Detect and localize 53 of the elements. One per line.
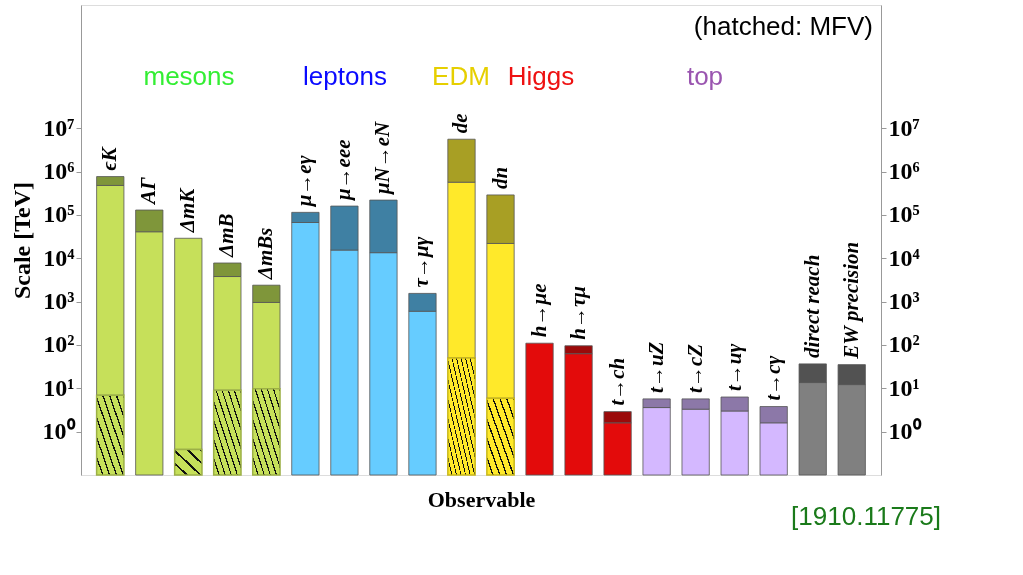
text: 10⁵ <box>888 201 920 228</box>
x-tick-label: t→cZ <box>682 343 707 393</box>
text: 10⁴ <box>888 244 920 271</box>
bar <box>95 394 125 476</box>
bar <box>212 389 242 476</box>
x-tick-label: ϵK <box>97 145 122 171</box>
y-tick-label: 10² <box>43 331 75 358</box>
text: 10² <box>888 331 920 358</box>
x-tick-label: ΔmK <box>175 186 200 234</box>
x-tick-label: EW precision <box>838 241 863 360</box>
y-tick-label: 10⁰ <box>42 418 76 445</box>
x-tick-label: μ→eee <box>331 139 356 202</box>
text: 10³ <box>888 288 920 315</box>
x-tick-label: t→cγ <box>760 355 785 401</box>
y-tick-label: 10³ <box>43 288 75 315</box>
text: 10⁷ <box>888 114 920 141</box>
bar <box>486 397 515 476</box>
text: [1910.11775] <box>791 501 941 531</box>
text: 10¹ <box>888 374 920 401</box>
x-tick-label: t→uZ <box>643 341 668 393</box>
bar <box>173 448 203 476</box>
text: 10⁰ <box>888 418 921 445</box>
x-tick-label: direct reach <box>799 254 824 358</box>
x-tick-label: μ→eγ <box>292 155 317 208</box>
x-tick-label: t→uγ <box>721 343 746 392</box>
bar <box>251 387 281 476</box>
y-tick-label: 10¹ <box>43 374 75 401</box>
y-tick-label: 10⁶ <box>43 158 75 185</box>
x-tick-label: h→μe <box>526 283 551 338</box>
x-tick-label: t→ch <box>604 357 629 406</box>
x-tick-label: μN→eN <box>370 120 395 196</box>
bar <box>447 357 476 476</box>
y-tick-label: 10⁵ <box>43 201 75 228</box>
annotation: leptons <box>303 61 387 91</box>
x-tick-label: ΔmB <box>214 213 239 258</box>
annotation: EDM <box>432 61 490 91</box>
x-tick-label: h→τμ <box>565 286 590 340</box>
annotation: Higgs <box>507 61 575 91</box>
annotation: (hatched: MFV) <box>693 11 873 41</box>
text: 10⁶ <box>888 158 920 185</box>
x-tick-label: ΔmBs <box>253 227 278 281</box>
y-tick-label: 10⁷ <box>43 114 75 141</box>
x-tick-label: de <box>448 113 473 134</box>
bar <box>525 342 554 476</box>
x-axis-title: Observable <box>427 486 536 512</box>
annotation: top <box>686 61 724 91</box>
y-axis-title: Scale [TeV] <box>8 181 35 300</box>
bar <box>174 237 203 450</box>
x-tick-label: dn <box>487 166 512 189</box>
y-tick-label: 10⁴ <box>43 244 75 271</box>
annotation: mesons <box>143 61 235 91</box>
x-tick-label: τ→μγ <box>409 236 434 288</box>
x-tick-label: AΓ <box>136 177 161 207</box>
